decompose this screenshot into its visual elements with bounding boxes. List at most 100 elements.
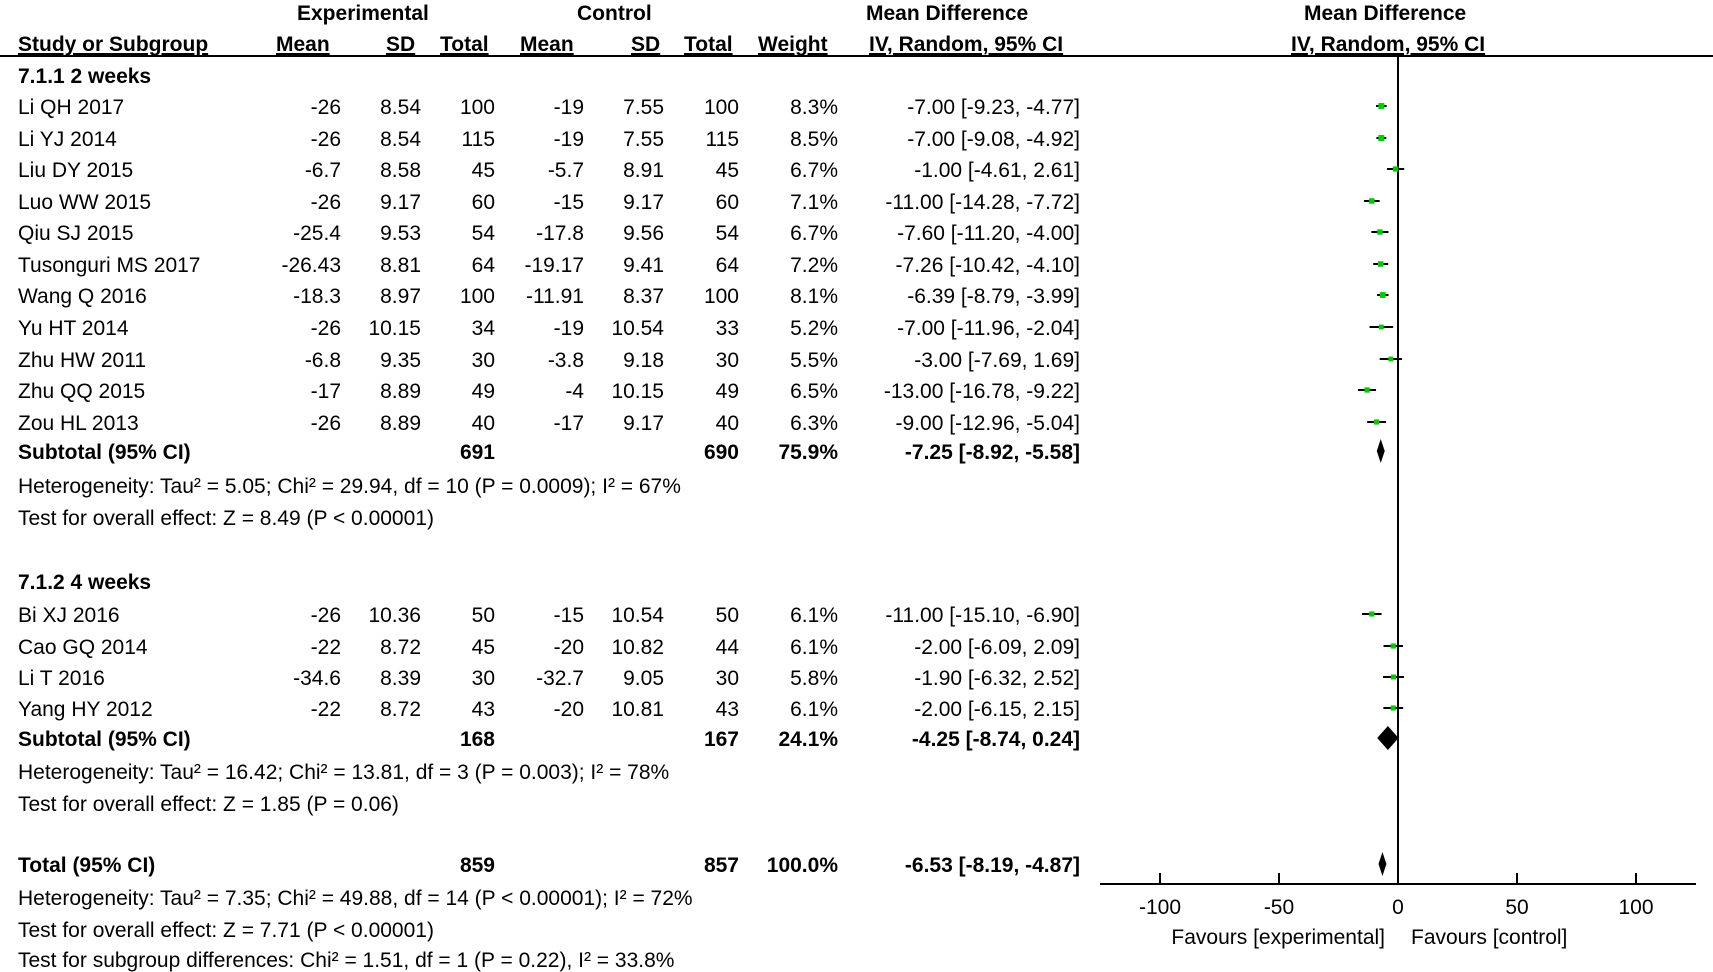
col-header-sd-ctrl: SD xyxy=(631,33,661,56)
exp-mean: -22 xyxy=(310,698,341,721)
ctrl-sd: 9.17 xyxy=(623,412,664,435)
ctrl-mean: -19 xyxy=(553,96,584,119)
ctrl-sd: 7.55 xyxy=(623,96,664,119)
exp-mean: -26 xyxy=(310,191,341,214)
subtotal-ctrl-total: 690 xyxy=(703,441,739,464)
favours-control-label: Favours [control] xyxy=(1411,926,1567,949)
exp-mean: -34.6 xyxy=(293,667,341,690)
ctrl-total: 64 xyxy=(715,254,739,277)
md-ci: -6.39 [-8.79, -3.99] xyxy=(907,285,1080,308)
ctrl-sd: 10.81 xyxy=(611,698,664,721)
ctrl-mean: -4 xyxy=(565,380,584,403)
exp-sd: 8.89 xyxy=(380,380,421,403)
subtotal-label: Subtotal (95% CI) xyxy=(18,728,191,751)
x-tick-label: -50 xyxy=(1264,896,1294,919)
study-marker xyxy=(1378,324,1384,330)
ctrl-mean: -15 xyxy=(553,191,584,214)
study-name: Bi XJ 2016 xyxy=(18,604,120,627)
x-tick-label: 0 xyxy=(1392,896,1404,919)
md-ci: -11.00 [-15.10, -6.90] xyxy=(885,604,1080,627)
ctrl-total: 45 xyxy=(715,159,739,182)
ctrl-mean: -17.8 xyxy=(536,222,584,245)
col-header-total-exp: Total xyxy=(440,33,489,56)
col-header-md-method: IV, Random, 95% CI xyxy=(869,33,1064,56)
ctrl-total: 100 xyxy=(703,285,739,308)
ctrl-mean: -15 xyxy=(553,604,584,627)
subtotal-ctrl-total: 167 xyxy=(703,728,739,751)
ctrl-mean: -19.17 xyxy=(524,254,584,277)
total-label: Total (95% CI) xyxy=(18,854,156,877)
ctrl-total: 100 xyxy=(703,96,739,119)
ctrl-total: 49 xyxy=(715,380,739,403)
subgroup-differences-text: Test for subgroup differences: Chi² = 1.… xyxy=(18,949,675,972)
weight: 6.1% xyxy=(790,698,838,721)
study-name: Qiu SJ 2015 xyxy=(18,222,134,245)
ctrl-sd: 9.05 xyxy=(623,667,664,690)
exp-total: 45 xyxy=(471,636,495,659)
exp-mean: -6.8 xyxy=(304,349,341,372)
plot-header-md-method: IV, Random, 95% CI xyxy=(1291,33,1486,56)
exp-sd: 8.81 xyxy=(380,254,421,277)
study-marker xyxy=(1377,229,1383,235)
x-tick-label: -100 xyxy=(1139,896,1181,919)
ctrl-mean: -20 xyxy=(553,698,584,721)
col-header-total-ctrl: Total xyxy=(684,33,733,56)
subgroup-title: 7.1.1 2 weeks xyxy=(18,65,152,88)
subtotal-exp-total: 168 xyxy=(459,728,495,751)
subtotal-weight: 24.1% xyxy=(778,728,838,751)
heterogeneity-text: Heterogeneity: Tau² = 5.05; Chi² = 29.94… xyxy=(18,475,681,498)
ctrl-total: 30 xyxy=(715,349,739,372)
exp-sd: 10.15 xyxy=(368,317,421,340)
exp-sd: 8.54 xyxy=(380,96,421,119)
exp-total: 54 xyxy=(471,222,495,245)
study-marker xyxy=(1390,674,1396,680)
exp-total: 40 xyxy=(471,412,495,435)
exp-total: 64 xyxy=(471,254,495,277)
pooled-diamond xyxy=(1377,726,1399,750)
favours-experimental-label: Favours [experimental] xyxy=(1171,926,1385,949)
study-name: Tusonguri MS 2017 xyxy=(18,254,201,277)
subtotal-exp-total: 691 xyxy=(459,441,495,464)
md-ci: -7.00 [-9.23, -4.77] xyxy=(907,96,1080,119)
ctrl-sd: 9.56 xyxy=(623,222,664,245)
mean-difference-header: Mean Difference xyxy=(866,2,1029,25)
study-marker xyxy=(1377,261,1384,267)
total-exp-total: 859 xyxy=(459,854,495,877)
pooled-diamond xyxy=(1376,439,1385,463)
ctrl-mean: -32.7 xyxy=(536,667,584,690)
overall-effect-text: Test for overall effect: Z = 8.49 (P < 0… xyxy=(18,507,434,530)
subtotal-md-ci: -7.25 [-8.92, -5.58] xyxy=(904,441,1080,464)
ctrl-total: 43 xyxy=(715,698,739,721)
col-header-mean-exp: Mean xyxy=(276,33,330,56)
ctrl-total: 50 xyxy=(715,604,739,627)
ctrl-total: 60 xyxy=(715,191,739,214)
exp-mean: -6.7 xyxy=(304,159,341,182)
exp-total: 100 xyxy=(459,96,495,119)
study-marker xyxy=(1378,135,1385,141)
weight: 6.3% xyxy=(790,412,838,435)
study-marker xyxy=(1392,166,1399,172)
total-weight: 100.0% xyxy=(766,854,838,877)
md-ci: -2.00 [-6.09, 2.09] xyxy=(914,636,1080,659)
exp-total: 30 xyxy=(471,667,495,690)
weight: 5.8% xyxy=(790,667,838,690)
weight: 5.2% xyxy=(790,317,838,340)
study-name: Li QH 2017 xyxy=(18,96,125,119)
exp-sd: 9.35 xyxy=(380,349,421,372)
study-name: Luo WW 2015 xyxy=(18,191,152,214)
control-group-header: Control xyxy=(577,2,652,25)
exp-sd: 10.36 xyxy=(368,604,421,627)
weight: 7.1% xyxy=(790,191,838,214)
ctrl-sd: 9.41 xyxy=(623,254,664,277)
exp-sd: 9.17 xyxy=(380,191,421,214)
exp-sd: 9.53 xyxy=(380,222,421,245)
col-header-mean-ctrl: Mean xyxy=(520,33,574,56)
x-tick-label: 50 xyxy=(1505,896,1528,919)
study-marker xyxy=(1388,356,1394,362)
ctrl-mean: -19 xyxy=(553,128,584,151)
weight: 6.7% xyxy=(790,222,838,245)
weight: 6.5% xyxy=(790,380,838,403)
exp-sd: 8.58 xyxy=(380,159,421,182)
study-marker xyxy=(1373,419,1380,425)
ctrl-sd: 8.91 xyxy=(623,159,664,182)
